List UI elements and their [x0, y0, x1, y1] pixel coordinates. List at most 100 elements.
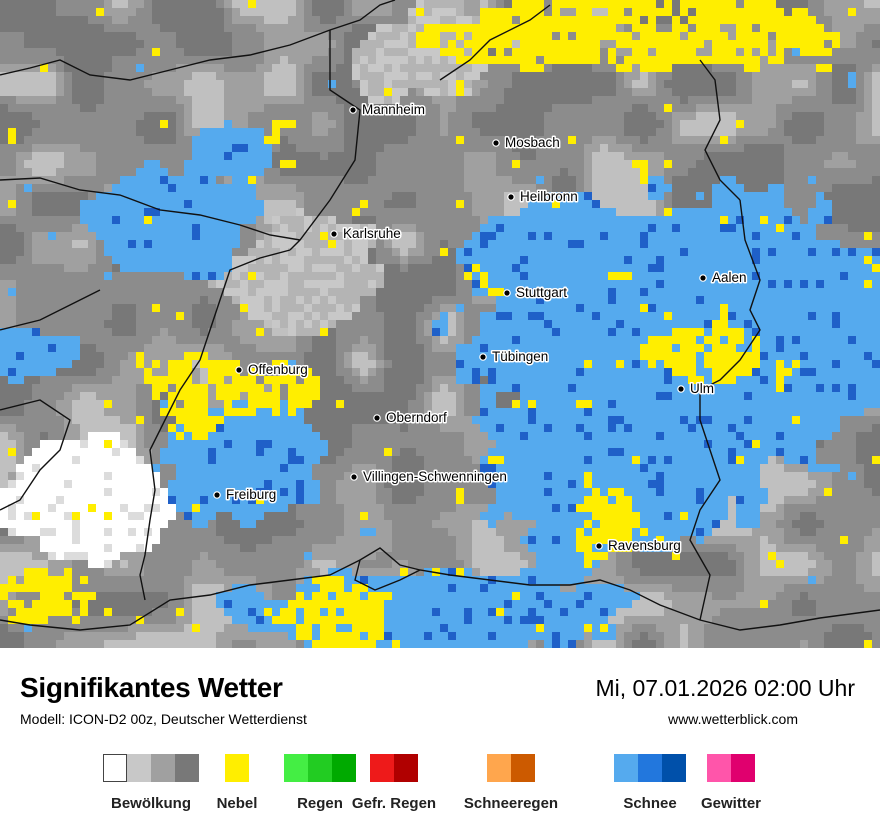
weather-cell — [176, 112, 184, 120]
weather-cell — [488, 176, 496, 184]
weather-cell — [704, 144, 712, 152]
weather-cell — [544, 304, 552, 312]
weather-cell — [48, 320, 56, 328]
weather-cell — [408, 328, 416, 336]
weather-cell — [784, 176, 792, 184]
weather-cell — [432, 32, 440, 40]
weather-cell — [80, 224, 88, 232]
weather-cell — [128, 224, 136, 232]
weather-cell — [872, 232, 880, 240]
weather-cell — [336, 80, 344, 88]
weather-cell — [176, 72, 184, 80]
weather-cell — [800, 320, 808, 328]
weather-cell — [216, 144, 224, 152]
weather-cell — [768, 256, 776, 264]
weather-cell — [712, 232, 720, 240]
weather-cell — [408, 152, 416, 160]
weather-cell — [752, 304, 760, 312]
weather-cell — [360, 208, 368, 216]
weather-cell — [840, 128, 848, 136]
weather-cell — [8, 72, 16, 80]
weather-cell — [648, 32, 656, 40]
weather-cell — [352, 272, 360, 280]
weather-cell — [312, 232, 320, 240]
weather-cell — [544, 24, 552, 32]
weather-cell — [736, 288, 744, 296]
weather-cell — [552, 264, 560, 272]
weather-cell — [120, 272, 128, 280]
weather-cell — [376, 112, 384, 120]
weather-cell — [336, 144, 344, 152]
weather-cell — [736, 48, 744, 56]
weather-cell — [680, 104, 688, 112]
weather-cell — [208, 176, 216, 184]
weather-cell — [808, 88, 816, 96]
weather-cell — [56, 112, 64, 120]
weather-cell — [760, 344, 768, 352]
weather-cell — [504, 168, 512, 176]
weather-cell — [464, 72, 472, 80]
weather-cell — [856, 168, 864, 176]
weather-cell — [864, 0, 872, 8]
weather-cell — [728, 72, 736, 80]
weather-cell — [256, 264, 264, 272]
weather-cell — [320, 144, 328, 152]
weather-cell — [112, 88, 120, 96]
weather-cell — [864, 296, 872, 304]
weather-cell — [168, 280, 176, 288]
weather-cell — [408, 104, 416, 112]
weather-cell — [48, 288, 56, 296]
weather-cell — [208, 248, 216, 256]
weather-cell — [376, 304, 384, 312]
weather-cell — [568, 8, 576, 16]
weather-cell — [448, 48, 456, 56]
weather-cell — [720, 168, 728, 176]
weather-cell — [384, 160, 392, 168]
weather-cell — [200, 304, 208, 312]
weather-cell — [512, 112, 520, 120]
weather-cell — [472, 200, 480, 208]
weather-cell — [400, 248, 408, 256]
weather-cell — [160, 192, 168, 200]
weather-cell — [648, 320, 656, 328]
weather-cell — [184, 56, 192, 64]
weather-cell — [32, 176, 40, 184]
weather-cell — [416, 96, 424, 104]
weather-cell — [688, 64, 696, 72]
weather-cell — [288, 136, 296, 144]
weather-cell — [688, 288, 696, 296]
weather-cell — [840, 232, 848, 240]
weather-cell — [16, 48, 24, 56]
weather-cell — [816, 232, 824, 240]
weather-cell — [752, 40, 760, 48]
weather-cell — [432, 104, 440, 112]
weather-cell — [104, 200, 112, 208]
weather-cell — [768, 152, 776, 160]
weather-cell — [712, 248, 720, 256]
weather-cell — [760, 184, 768, 192]
weather-cell — [736, 88, 744, 96]
weather-cell — [840, 16, 848, 24]
weather-cell — [544, 272, 552, 280]
weather-cell — [704, 96, 712, 104]
weather-cell — [48, 40, 56, 48]
weather-cell — [88, 0, 96, 8]
weather-cell — [232, 144, 240, 152]
weather-cell — [552, 176, 560, 184]
weather-cell — [440, 320, 448, 328]
weather-cell — [840, 344, 848, 352]
weather-cell — [328, 288, 336, 296]
weather-cell — [544, 344, 552, 352]
weather-cell — [24, 312, 32, 320]
weather-cell — [304, 264, 312, 272]
weather-cell — [760, 128, 768, 136]
weather-cell — [592, 144, 600, 152]
weather-cell — [280, 8, 288, 16]
weather-cell — [752, 160, 760, 168]
weather-cell — [568, 216, 576, 224]
weather-cell — [472, 216, 480, 224]
weather-cell — [144, 128, 152, 136]
weather-cell — [56, 80, 64, 88]
weather-cell — [728, 224, 736, 232]
weather-cell — [840, 248, 848, 256]
